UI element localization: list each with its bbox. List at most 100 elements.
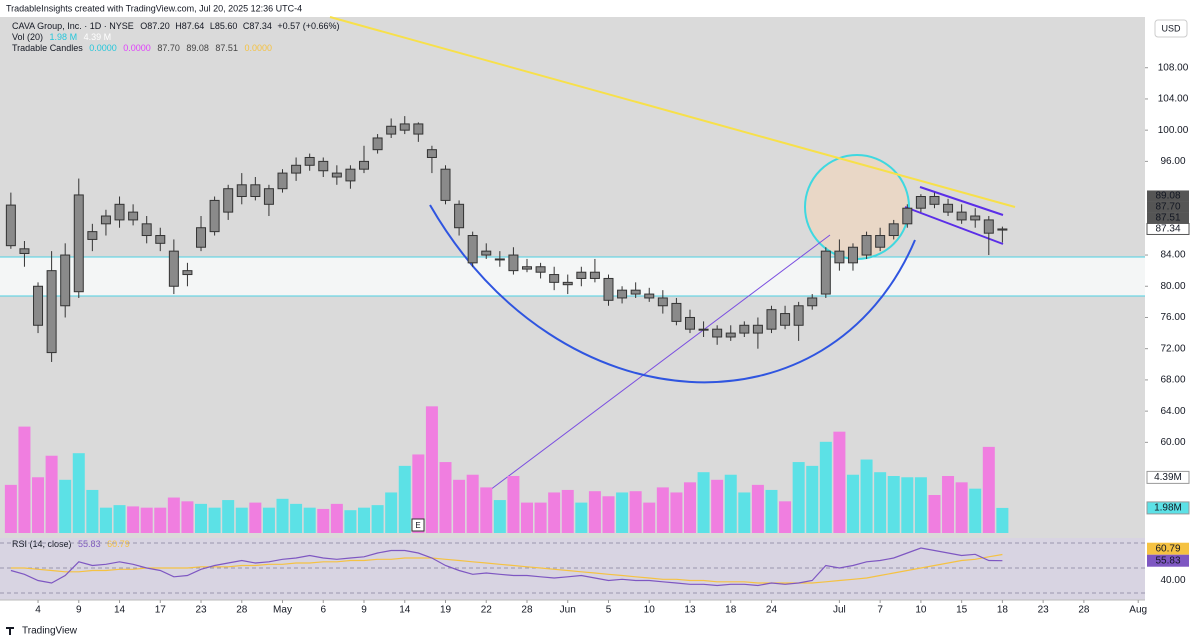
x-tick-label: 5 xyxy=(606,605,612,616)
candle-body xyxy=(33,285,44,326)
x-tick-label: 28 xyxy=(236,605,248,616)
candle-body xyxy=(793,305,804,326)
x-tick-label: 13 xyxy=(684,605,696,616)
candle-body xyxy=(875,235,886,248)
x-tick-label: 28 xyxy=(1078,605,1090,616)
candle-body xyxy=(752,324,763,334)
x-tick-label: 19 xyxy=(440,605,452,616)
tc-value: 0.0000 xyxy=(123,43,151,53)
candle-body xyxy=(372,137,383,151)
volume-bar xyxy=(195,503,208,533)
volume-bar xyxy=(697,472,710,533)
vol-ma: 4.39 M xyxy=(84,32,112,42)
candle-body xyxy=(182,270,193,276)
x-tick-label: 23 xyxy=(1038,605,1050,616)
x-tick-label: 17 xyxy=(155,605,167,616)
volume-bar xyxy=(520,502,533,533)
volume-bar xyxy=(167,497,180,533)
candle-body xyxy=(100,215,111,225)
price-label: 87.51 xyxy=(1155,213,1180,224)
y-tick-label: 100.00 xyxy=(1158,125,1189,136)
earnings-marker: E xyxy=(415,521,420,530)
rsi-label: 55.83 xyxy=(1155,555,1180,566)
y-tick-label: 84.00 xyxy=(1160,250,1185,261)
change: +0.57 (+0.66%) xyxy=(277,21,339,31)
price-label: 87.70 xyxy=(1155,202,1180,213)
tc-value: 87.51 xyxy=(215,43,238,53)
candle-body xyxy=(236,184,247,198)
x-tick-label: 18 xyxy=(725,605,737,616)
price-label-box xyxy=(1147,201,1189,213)
x-tick-label: 10 xyxy=(915,605,927,616)
x-tick-label: 14 xyxy=(114,605,126,616)
currency[interactable]: USD xyxy=(1161,23,1181,33)
x-tick-label: 15 xyxy=(956,605,968,616)
candle-body xyxy=(223,188,234,213)
candle-body xyxy=(46,270,57,354)
volume-bar xyxy=(466,474,479,533)
candle-body xyxy=(644,293,655,299)
volume-bar xyxy=(534,502,547,533)
volume-bar xyxy=(59,479,72,533)
candle-body xyxy=(318,160,329,172)
candle-body xyxy=(141,223,152,237)
candle-body xyxy=(60,254,71,307)
x-tick-label: 14 xyxy=(399,605,411,616)
volume-bar xyxy=(425,406,438,533)
candle-body xyxy=(603,277,614,301)
channel xyxy=(904,186,1004,245)
candle-body xyxy=(562,281,573,286)
volume-bar xyxy=(643,502,656,533)
x-tick-label: 7 xyxy=(877,605,883,616)
volume-bar xyxy=(113,505,126,533)
volume-bar xyxy=(398,465,411,533)
volume-bar xyxy=(439,462,452,533)
x-tick-label: Jul xyxy=(833,605,846,616)
candle-body xyxy=(508,254,519,272)
candle-body xyxy=(209,199,220,233)
volume-bar xyxy=(928,495,941,533)
candle-body xyxy=(929,196,940,205)
x-tick-label: 10 xyxy=(644,605,656,616)
candle-body xyxy=(657,297,668,307)
candle-body xyxy=(128,211,139,221)
candle-body xyxy=(970,215,981,221)
candle-body xyxy=(997,228,1008,231)
y-tick-label: 96.00 xyxy=(1160,156,1185,167)
volume-label-box xyxy=(1146,470,1190,484)
footer: TradingView xyxy=(22,626,78,637)
volume-bar xyxy=(4,484,17,533)
candle-body xyxy=(861,235,872,256)
volume-bar xyxy=(208,507,221,533)
candle-body xyxy=(155,235,166,244)
price-axis xyxy=(1145,17,1200,620)
volume-bar xyxy=(602,496,615,533)
volume-bar xyxy=(670,492,683,533)
x-tick-label: 28 xyxy=(521,605,533,616)
volume-bar xyxy=(779,501,792,533)
volume-bar xyxy=(874,472,887,533)
candle-body xyxy=(359,160,370,170)
volume-bar xyxy=(819,441,832,533)
candle-body xyxy=(426,149,437,158)
candle-body xyxy=(698,328,709,331)
candle-body xyxy=(834,250,845,264)
volume-bar xyxy=(303,507,316,533)
vol-label: Vol (20) xyxy=(12,32,43,42)
volume-bar xyxy=(833,431,846,533)
candle-body xyxy=(780,313,791,326)
volume-bar xyxy=(276,498,289,533)
candle-body xyxy=(671,302,682,322)
volume-bar xyxy=(140,507,153,533)
volume-bar xyxy=(996,507,1009,533)
volume-bar xyxy=(738,492,751,533)
volume-bar xyxy=(412,454,425,533)
symbol: CAVA Group, Inc. · 1D · NYSE xyxy=(12,21,134,31)
rsi-tick-label: 40.00 xyxy=(1160,575,1185,586)
volume-bar xyxy=(235,507,248,533)
y-tick-label: 68.00 xyxy=(1160,375,1185,386)
rsi-name: RSI (14, close) xyxy=(12,539,72,549)
volume-bar xyxy=(32,477,45,533)
currency-box[interactable] xyxy=(1154,19,1188,38)
